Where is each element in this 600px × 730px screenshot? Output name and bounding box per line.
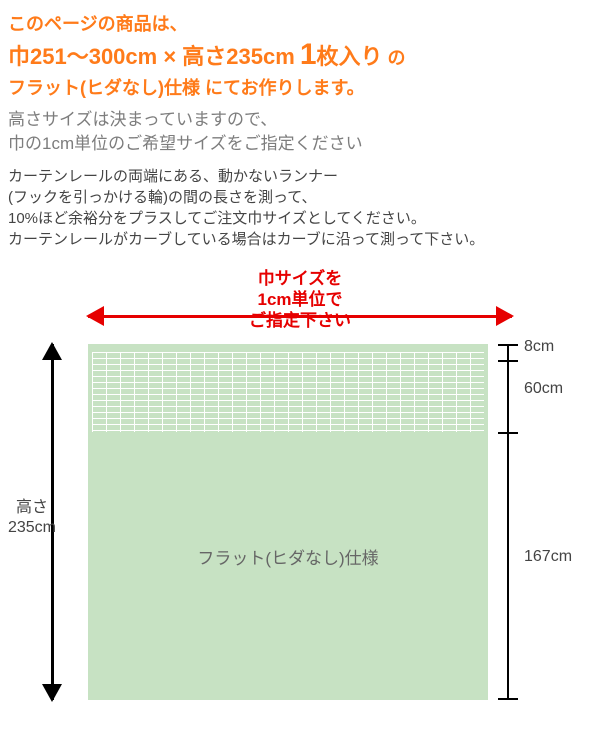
dim-mid: 60cm	[524, 380, 563, 398]
header-line2: 巾251〜300cm × 高さ235cm 1枚入り の	[8, 38, 592, 72]
gray-l2: 巾の1cm単位のご希望サイズをご指定ください	[8, 132, 592, 156]
width-arrow-line	[88, 315, 512, 318]
curtain-diagram: 巾サイズを 1cm単位で ご指定下さい 高さ 235cm フラット(ヒダなし)仕…	[8, 268, 592, 708]
gray-l1: 高さサイズは決まっていますので、	[8, 108, 592, 132]
dark-l2: (フックを引っかける輪)の間の長さを測って、	[8, 187, 592, 208]
curtain-mesh	[92, 352, 484, 432]
curtain-body: フラット(ヒダなし)仕様	[88, 344, 488, 700]
height-label: 高さ 235cm	[2, 498, 62, 540]
size-spec: 巾251〜300cm × 高さ235cm	[8, 44, 295, 69]
vtick-a	[507, 344, 509, 360]
vtick-c	[507, 432, 509, 700]
dark-l1: カーテンレールの両端にある、動かないランナー	[8, 166, 592, 187]
dim-top: 8cm	[524, 338, 554, 356]
arrow-right-icon	[496, 306, 514, 326]
instructions: カーテンレールの両端にある、動かないランナー (フックを引っかける輪)の間の長さ…	[8, 166, 592, 250]
dark-l3: 10%ほど余裕分をプラスしてご注文巾サイズとしてください。	[8, 208, 592, 229]
count-num: 1	[300, 38, 317, 71]
arrow-left-icon	[86, 306, 104, 326]
arrow-down-icon	[42, 684, 62, 702]
count-suffix: 枚入り	[317, 44, 383, 69]
width-arrow	[88, 306, 512, 326]
of-text: の	[383, 48, 406, 68]
vtick-b	[507, 360, 509, 432]
dim-bottom: 167cm	[524, 548, 572, 566]
width-label-l1: 巾サイズを	[258, 269, 343, 288]
dark-l4: カーテンレールがカーブしている場合はカーブに沿って測って下さい。	[8, 229, 592, 250]
curtain-center-text: フラット(ヒダなし)仕様	[88, 544, 488, 569]
header-line3: フラット(ヒダなし)仕様 にてお作りします。	[8, 74, 592, 100]
header-line1: このページの商品は、	[8, 10, 592, 36]
height-label-l2: 235cm	[8, 519, 56, 536]
height-label-l1: 高さ	[16, 499, 48, 516]
gray-note: 高さサイズは決まっていますので、 巾の1cm単位のご希望サイズをご指定ください	[8, 108, 592, 156]
arrow-up-icon	[42, 342, 62, 360]
